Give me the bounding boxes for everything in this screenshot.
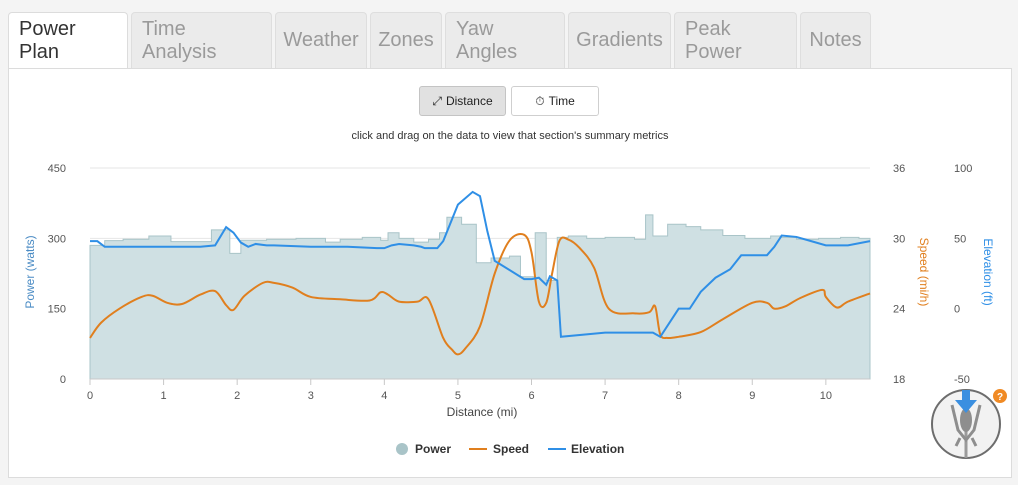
speed-series-line [89,233,871,356]
time-toggle-label: Time [548,94,575,108]
speed-tick-label: 18 [893,374,905,386]
elevation-tick-label: -50 [954,374,970,386]
legend-speed-label: Speed [493,442,529,456]
legend-power-marker [396,443,408,455]
help-badge-label: ? [997,392,1003,403]
drag-hint-text: click and drag on the data to view that … [351,130,669,142]
legend-power-label: Power [415,442,451,456]
power-axis-ticks: 0 150 300 450 [48,163,66,386]
x-tick-label: 5 [455,390,461,402]
x-tick-label: 6 [528,390,534,402]
elevation-tick-label: 100 [954,163,972,175]
legend-elevation-label: Elevation [571,442,624,456]
x-axis-ticks: 0 1 2 3 4 5 6 7 8 9 10 [87,379,832,402]
x-tick-label: 0 [87,390,93,402]
time-toggle-button[interactable]: ⏱ Time [511,86,599,116]
power-axis-title: Power (watts) [23,235,37,308]
wind-arrow-icon [955,390,977,413]
tab-bar: Power Plan Time Analysis Weather Zones Y… [8,12,874,69]
elevation-axis-title: Elevation (ft) [981,238,995,305]
x-tick-label: 4 [381,390,387,402]
elevation-tick-label: 0 [954,304,960,316]
tab-time-analysis[interactable]: Time Analysis [131,12,272,68]
expand-arrows-icon: ⤢ [432,93,442,108]
speed-tick-label: 30 [893,233,905,245]
elevation-tick-label: 50 [954,233,966,245]
tab-zones[interactable]: Zones [370,12,442,68]
tab-power-plan[interactable]: Power Plan [8,12,128,69]
stopwatch-icon: ⏱ [535,93,545,108]
tab-peak-power[interactable]: Peak Power [674,12,797,68]
speed-axis-ticks: 18 24 30 36 [893,163,905,386]
legend-item-speed[interactable]: Speed [469,442,529,456]
legend-item-elevation[interactable]: Elevation [548,442,624,456]
power-series-area [89,214,871,380]
x-tick-label: 8 [676,390,682,402]
question-icon [993,389,1007,403]
elevation-series-line [90,190,871,339]
tab-weather[interactable]: Weather [275,12,367,68]
distance-toggle-button[interactable]: ⤢ Distance [419,86,506,116]
power-tick-label: 300 [48,233,66,245]
tab-yaw-angles[interactable]: Yaw Angles [445,12,565,68]
speed-tick-label: 36 [893,163,905,175]
legend-item-power[interactable]: Power [396,442,451,456]
legend: Power Speed Elevation [396,442,624,456]
power-tick-label: 450 [48,163,66,175]
power-tick-label: 0 [60,374,66,386]
x-tick-label: 7 [602,390,608,402]
x-tick-label: 10 [820,390,832,402]
speed-tick-label: 24 [893,304,905,316]
rider-yaw-widget[interactable] [931,389,1001,459]
distance-toggle-label: Distance [445,94,493,108]
x-tick-label: 1 [161,390,167,402]
x-tick-label: 9 [749,390,755,402]
tab-notes[interactable]: Notes [800,12,871,68]
power-tick-label: 150 [48,304,66,316]
tab-gradients[interactable]: Gradients [568,12,671,68]
elevation-axis-ticks: -50 0 50 100 [954,163,972,386]
help-badge[interactable]: ? [993,389,1007,403]
x-tick-label: 2 [234,390,240,402]
speed-axis-title: Speed (mi/h) [917,238,931,307]
x-tick-label: 3 [308,390,314,402]
x-axis-title: Distance (mi) [447,405,518,419]
